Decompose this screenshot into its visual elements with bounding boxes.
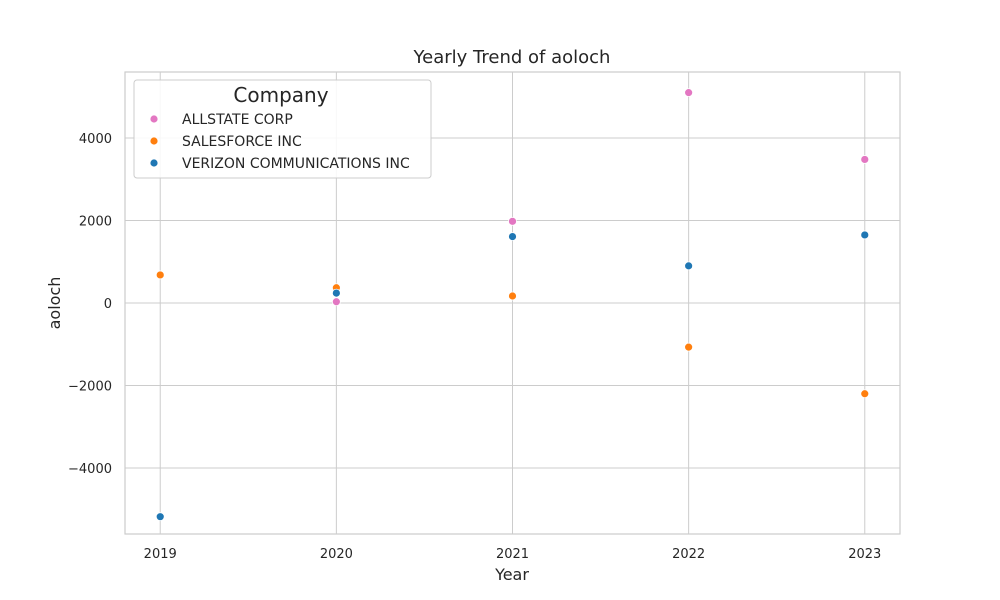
x-tick-label: 2019 [144, 547, 177, 562]
data-point-allstate-corp [684, 88, 694, 98]
legend-box [133, 79, 432, 179]
y-tick-label: −2000 [68, 380, 112, 395]
y-axis-label: aoloch [45, 277, 64, 330]
legend-label: VERIZON COMMUNICATIONS INC [182, 156, 410, 172]
data-point-salesforce-inc [155, 270, 165, 280]
y-axis-ticks: −4000 −2000 0 2000 4000 [68, 132, 112, 477]
legend-marker [149, 136, 159, 146]
y-tick-label: 2000 [79, 215, 112, 230]
data-point-salesforce-inc [508, 291, 517, 301]
x-tick-label: 2021 [496, 547, 529, 562]
data-point-verizon-communications-inc [860, 230, 870, 240]
x-tick-label: 2020 [320, 547, 353, 562]
legend-label: ALLSTATE CORP [182, 112, 293, 128]
data-point-verizon-communications-inc [155, 512, 165, 522]
data-point-allstate-corp [331, 297, 341, 307]
data-point-allstate-corp [860, 155, 870, 164]
chart-title: Yearly Trend of aoloch [413, 47, 611, 68]
data-point-allstate-corp [508, 216, 517, 226]
legend: Company ALLSTATE CORP SALESFORCE INC VERIZ… [133, 79, 432, 179]
x-tick-label: 2023 [848, 547, 881, 562]
data-point-verizon-communications-inc [684, 261, 694, 271]
y-tick-label: 0 [104, 297, 112, 312]
x-axis-ticks: 2019 2020 2021 2022 2023 [144, 547, 882, 562]
legend-marker [149, 158, 159, 168]
data-points [155, 88, 870, 522]
y-tick-label: −4000 [68, 462, 112, 477]
data-point-salesforce-inc [860, 389, 870, 399]
x-axis-label: Year [494, 565, 529, 584]
data-point-verizon-communications-inc [508, 232, 517, 241]
data-point-verizon-communications-inc [331, 288, 341, 298]
x-tick-label: 2022 [672, 547, 705, 562]
y-tick-label: 4000 [79, 132, 112, 147]
legend-label: SALESFORCE INC [182, 134, 302, 150]
legend-items: ALLSTATE CORP SALESFORCE INC VERIZON COMMU… [149, 112, 410, 172]
plot-frame [124, 71, 901, 535]
legend-title: Company [233, 83, 328, 107]
legend-marker [149, 114, 159, 124]
data-point-salesforce-inc [684, 342, 694, 352]
